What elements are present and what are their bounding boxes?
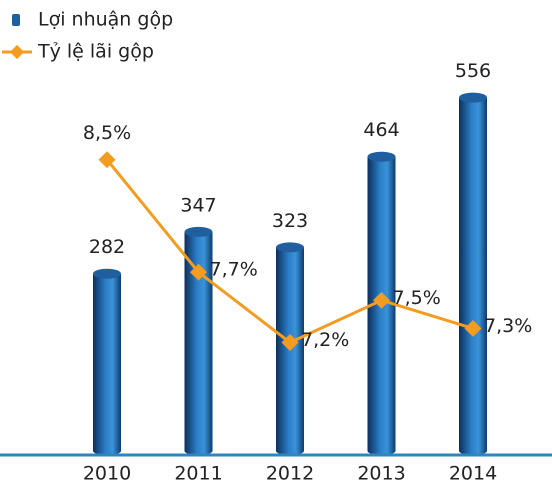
bar-cap [93, 268, 121, 279]
bar-cap [276, 242, 304, 253]
legend-label: Lợi nhuận gộp [38, 9, 173, 31]
x-tick-label: 2010 [83, 463, 131, 483]
line-value-label: 7,7% [210, 259, 258, 281]
legend-swatch [12, 14, 20, 26]
line-value-label: 7,3% [484, 315, 532, 337]
bar-value-label: 347 [180, 194, 216, 216]
line-marker [464, 319, 482, 337]
bar-cap [459, 92, 487, 103]
bar-value-label: 556 [455, 60, 491, 82]
x-tick-label: 2014 [449, 463, 497, 483]
bar-value-label: 282 [89, 236, 125, 258]
line-marker [281, 334, 299, 351]
line-marker [190, 263, 207, 281]
bar [184, 231, 213, 455]
bar-value-label: 464 [363, 119, 399, 141]
x-tick-label: 2011 [174, 463, 222, 483]
x-tick-label: 2012 [266, 463, 314, 483]
legend-label: Tỷ lệ lãi gộp [37, 41, 154, 63]
line-marker [98, 151, 116, 169]
legend-swatch [9, 44, 25, 60]
bar [93, 273, 121, 455]
bar [276, 247, 304, 455]
line-value-label: 8,5% [83, 122, 131, 144]
bar-cap [184, 226, 213, 237]
line-value-label: 7,2% [301, 329, 349, 351]
x-tick-label: 2013 [357, 463, 405, 483]
line-marker [373, 291, 390, 309]
line-value-label: 7,5% [393, 287, 441, 309]
bar-value-label: 323 [272, 210, 308, 232]
bar-cap [367, 151, 396, 162]
bar [459, 97, 487, 456]
